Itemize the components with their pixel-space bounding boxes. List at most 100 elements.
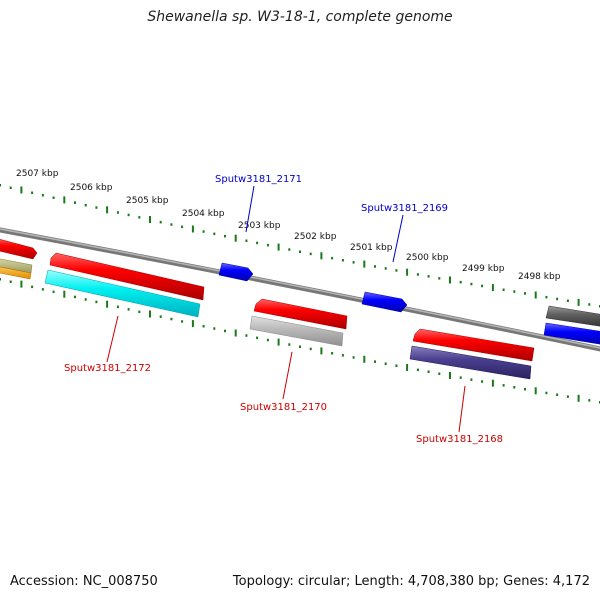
minor-tick [502, 384, 505, 387]
gene-arrow-red[interactable] [49, 252, 205, 301]
minor-tick [524, 292, 526, 295]
minor-tick [84, 298, 87, 301]
gene-label[interactable]: Sputw3181_2169 [361, 203, 448, 214]
minor-tick [159, 315, 162, 318]
major-tick [63, 196, 66, 204]
minor-tick [41, 194, 44, 197]
minor-tick [31, 191, 34, 194]
minor-tick [224, 329, 226, 333]
gene-arrow-blue[interactable] [361, 291, 408, 313]
gene-block-gray[interactable] [249, 315, 344, 347]
kbp-label: 2502 kbp [294, 232, 337, 242]
gene-arrow-red[interactable] [0, 238, 38, 260]
minor-tick [41, 288, 44, 291]
minor-tick [181, 320, 184, 323]
gene-label[interactable]: Sputw3181_2172 [64, 363, 151, 374]
lower-tick-row [0, 278, 600, 404]
minor-tick [502, 288, 505, 291]
minor-tick [438, 277, 441, 280]
minor-tick [299, 345, 301, 348]
major-tick [234, 234, 237, 242]
minor-tick [513, 386, 516, 389]
minor-tick [31, 285, 34, 289]
gene-label[interactable]: Sputw3181_2170 [240, 402, 327, 413]
minor-tick [288, 343, 291, 346]
minor-tick [74, 201, 76, 204]
minor-tick [266, 338, 269, 342]
minor-tick [299, 250, 301, 253]
minor-tick [331, 256, 334, 260]
gene-arrow-blue[interactable] [218, 262, 254, 282]
minor-tick [256, 336, 259, 340]
major-tick [149, 310, 151, 318]
gene-labels: Sputw3181_2171 Sputw3181_2169 Sputw3181_… [64, 174, 503, 445]
major-tick [577, 298, 580, 306]
major-tick [320, 347, 323, 355]
minor-tick [0, 278, 1, 281]
minor-tick [224, 234, 226, 238]
minor-tick [545, 295, 548, 299]
kbp-label: 2498 kbp [518, 272, 561, 282]
kbp-label: 2501 kbp [350, 243, 393, 253]
major-tick [191, 225, 194, 233]
kbp-label: 2505 kbp [126, 196, 169, 206]
gene-block-cyan[interactable] [44, 269, 201, 318]
genome-backbone [0, 227, 600, 352]
minor-tick [374, 360, 376, 363]
minor-tick [159, 220, 162, 224]
major-tick [277, 338, 280, 346]
major-tick [20, 186, 23, 194]
minor-tick [470, 378, 473, 381]
minor-tick [395, 364, 398, 367]
minor-tick [566, 395, 569, 398]
minor-tick [127, 213, 130, 217]
minor-tick [95, 206, 98, 209]
major-tick [363, 355, 366, 363]
gene-block-orange[interactable] [0, 266, 32, 280]
minor-tick [427, 370, 430, 373]
major-tick [491, 379, 494, 387]
minor-tick [9, 280, 12, 283]
lower-strand-features [0, 258, 532, 380]
major-tick [234, 329, 237, 337]
gene-label[interactable]: Sputw3181_2168 [416, 434, 503, 445]
minor-tick [524, 387, 526, 391]
minor-tick [309, 252, 312, 256]
major-tick [20, 280, 23, 288]
minor-tick [309, 347, 312, 351]
minor-tick [438, 372, 441, 375]
gene-block-dark[interactable] [545, 305, 600, 327]
major-tick [534, 291, 537, 299]
gene-block-purple[interactable] [409, 345, 532, 380]
major-tick [491, 284, 494, 292]
minor-tick [352, 356, 355, 359]
gene-block-blue[interactable] [543, 322, 600, 345]
minor-tick [52, 196, 55, 199]
minor-tick [556, 297, 559, 301]
gene-label[interactable]: Sputw3181_2171 [215, 174, 302, 185]
kbp-label: 2507 kbp [16, 169, 59, 179]
major-tick [449, 276, 451, 284]
gene-arrow-red[interactable] [253, 298, 348, 330]
minor-tick [181, 225, 184, 229]
gene-arrow-red[interactable] [412, 328, 535, 362]
accession-text: Accession: NC_008750 [10, 574, 158, 589]
minor-tick [352, 261, 355, 264]
genome-summary-text: Topology: circular; Length: 4,708,380 bp… [232, 574, 590, 589]
minor-tick [331, 352, 334, 355]
minor-tick [588, 303, 591, 306]
minor-tick [341, 259, 344, 262]
minor-tick [288, 248, 291, 251]
major-tick [149, 216, 151, 223]
minor-tick [556, 393, 559, 396]
major-tick [406, 268, 409, 276]
upper-strand-features [0, 238, 600, 362]
minor-tick [459, 376, 462, 379]
minor-tick [245, 334, 248, 337]
major-tick [363, 260, 366, 268]
major-tick [534, 387, 537, 395]
minor-tick [170, 223, 173, 226]
major-tick [106, 300, 109, 308]
minor-tick [427, 275, 430, 278]
